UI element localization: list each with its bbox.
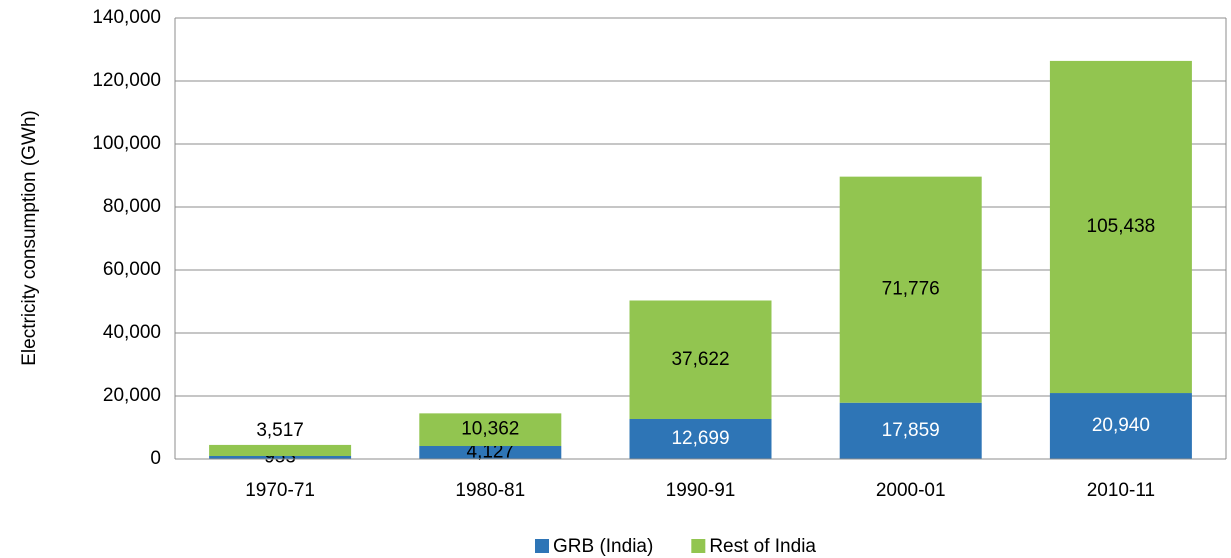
y-tick-label: 140,000: [92, 7, 161, 28]
data-label: 12,699: [671, 428, 729, 449]
data-label: 4,127: [467, 442, 515, 463]
bar-segment: [209, 444, 352, 456]
bar-segment: [209, 455, 352, 459]
y-tick-label: 100,000: [92, 133, 161, 154]
bar-segment: [1049, 60, 1192, 394]
data-label: 20,940: [1092, 415, 1150, 436]
bar-segment: [629, 418, 772, 459]
y-tick-label: 20,000: [103, 385, 161, 406]
bar-segment: [419, 445, 562, 459]
legend-swatch: [535, 539, 549, 553]
bar-segment: [839, 176, 982, 403]
bar-segment: [419, 413, 562, 446]
y-axis-title: Electricity consumption (GWh): [19, 110, 40, 366]
data-label: 71,776: [882, 279, 940, 300]
bar-segment: [1049, 393, 1192, 459]
legend-swatch: [691, 539, 706, 553]
y-tick-label: 120,000: [92, 70, 161, 91]
y-tick-label: 60,000: [103, 259, 161, 280]
legend-label: GRB (India): [553, 536, 653, 557]
data-label: 105,438: [1087, 216, 1156, 237]
data-label: 37,622: [671, 349, 729, 370]
x-tick-label: 2000-01: [876, 480, 946, 501]
x-tick-label: 2010-11: [1087, 480, 1155, 501]
bar-segment: [629, 300, 772, 419]
bar-segment: [839, 402, 982, 459]
y-tick-label: 80,000: [103, 196, 161, 217]
data-label: 3,517: [256, 420, 304, 441]
x-tick-label: 1990-91: [666, 480, 736, 501]
data-label: 17,859: [882, 420, 940, 441]
y-tick-label: 40,000: [103, 322, 161, 343]
y-tick-label: 0: [150, 448, 161, 469]
x-tick-label: 1980-81: [455, 480, 525, 501]
x-tick-label: 1970-71: [245, 480, 315, 501]
legend-label: Rest of India: [709, 536, 816, 557]
data-label: 10,362: [461, 419, 519, 440]
